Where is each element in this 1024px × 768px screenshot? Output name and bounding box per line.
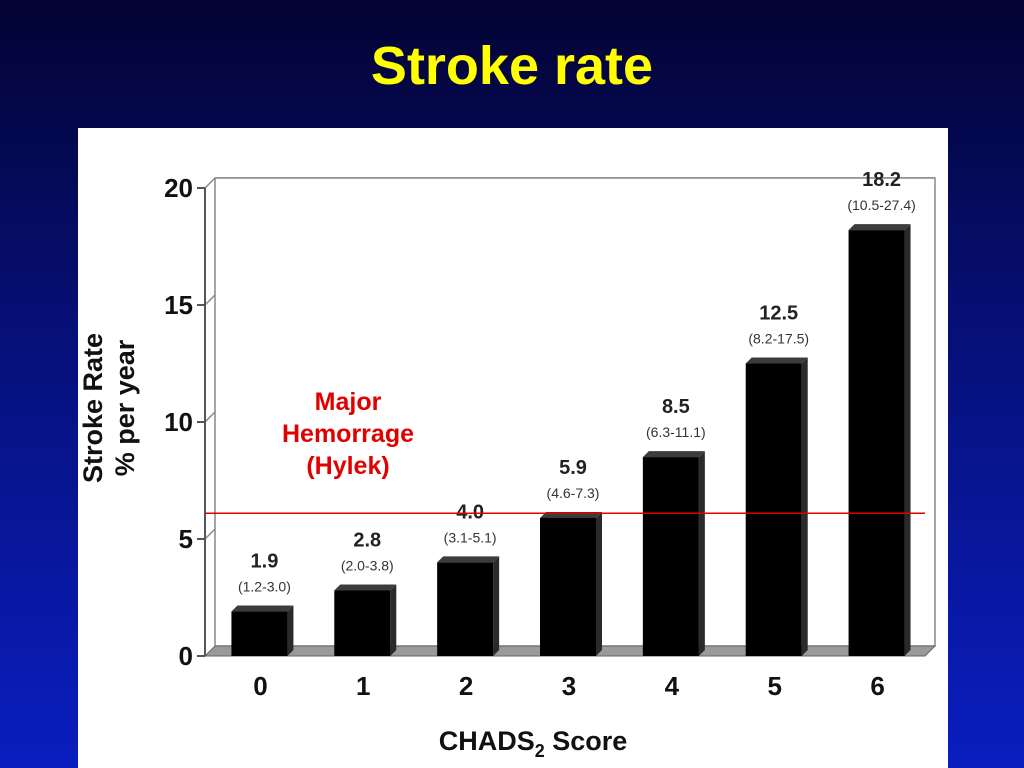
x-axis-title: CHADS2 Score [439, 726, 628, 761]
bar-value-label: 5.9 [559, 457, 587, 479]
gridline-side [204, 294, 216, 306]
bar-side [493, 556, 500, 656]
bar-value-label: 4.0 [456, 501, 484, 523]
y-axis-title: Stroke Rate [78, 333, 108, 483]
major-hemorrhage-label: Hemorrage [282, 420, 414, 448]
bars [231, 224, 911, 656]
x-tick-label: 1 [356, 671, 370, 701]
bar [334, 590, 391, 656]
bar-ci-label: (6.3-11.1) [646, 424, 706, 440]
x-tick-label: 4 [665, 671, 680, 701]
reference-line-group: Major Hemorrage (Hylek) [205, 388, 925, 515]
bar-ci-label: (2.0-3.8) [341, 557, 394, 573]
bar [745, 363, 802, 656]
bar-value-label: 8.5 [662, 396, 690, 418]
y-tick-label: 20 [164, 173, 193, 203]
bar-top [334, 584, 397, 591]
chart-panel: 1.9 (1.2-3.0) 2.8 (2.0-3.8) 4.0 (3.1-5.1) 5.9 (… [78, 128, 948, 768]
bar-chart: 1.9 (1.2-3.0) 2.8 (2.0-3.8) 4.0 (3.1-5.1) 5.9 (… [78, 169, 937, 761]
bar [231, 611, 288, 656]
bar-ci-label: (1.2-3.0) [238, 579, 291, 595]
bar-ci-label: (3.1-5.1) [444, 529, 497, 545]
x-tick-label: 6 [870, 671, 884, 701]
bar-top [642, 451, 705, 458]
axis-ticks: 0 5 10 15 20 0 1 2 3 4 5 6 [164, 173, 885, 701]
bar-side [390, 584, 397, 656]
y-tick-label: 15 [164, 290, 193, 320]
bar-value-label: 18.2 [862, 169, 901, 191]
bar [642, 457, 699, 656]
y-tick-label: 0 [179, 641, 193, 671]
bar-side [698, 451, 705, 656]
bar-side [801, 357, 808, 656]
bar-ci-label: (4.6-7.3) [547, 485, 600, 501]
y-tick-label: 10 [164, 407, 193, 437]
slide-title: Stroke rate [370, 36, 654, 96]
x-tick-label: 0 [253, 671, 267, 701]
bar-value-label: 1.9 [251, 551, 279, 573]
gridline-side [204, 177, 216, 189]
axis-titles: CHADS2 Score Stroke Rate% per year [78, 333, 627, 761]
bar-value-label: 2.8 [353, 529, 381, 551]
x-tick-label: 5 [767, 671, 781, 701]
major-hemorrhage-label: Major [315, 388, 382, 416]
bar-value-label: 12.5 [759, 303, 798, 325]
gridline-side [204, 528, 216, 540]
y-tick-label: 5 [179, 524, 193, 554]
bar-top [437, 556, 500, 563]
bar-side [904, 224, 911, 656]
bar-side [596, 511, 602, 656]
bar [848, 230, 905, 656]
gridline-side [204, 411, 216, 423]
bar-top [848, 224, 911, 231]
bar-side [287, 605, 294, 656]
bar-ci-label: (10.5-27.4) [847, 197, 915, 213]
y-axis-subtitle: % per year [110, 339, 140, 476]
bar [540, 517, 596, 656]
bar-labels: 1.9 (1.2-3.0) 2.8 (2.0-3.8) 4.0 (3.1-5.1) 5.9 (… [238, 169, 916, 594]
x-tick-label: 2 [459, 671, 473, 701]
major-hemorrhage-label: (Hylek) [306, 452, 389, 480]
bar-top [231, 605, 294, 612]
bar-ci-label: (8.2-17.5) [748, 331, 809, 347]
bar [437, 562, 494, 656]
bar-top [745, 357, 808, 364]
x-tick-label: 3 [562, 671, 576, 701]
